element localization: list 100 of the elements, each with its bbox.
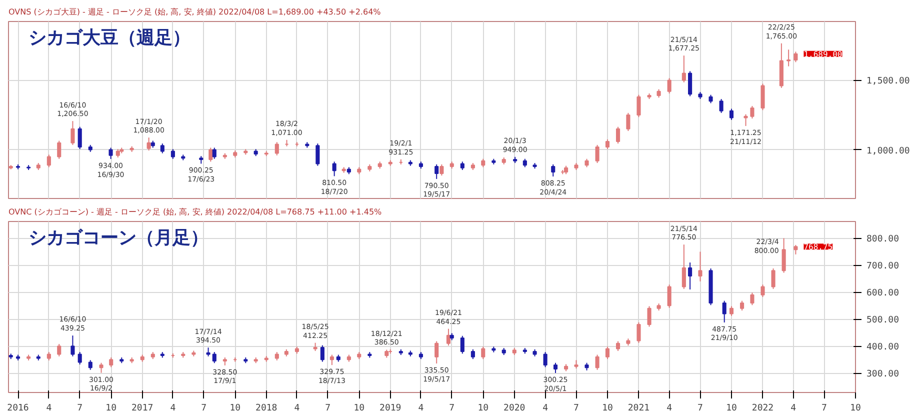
x-tick-label: 10 xyxy=(354,404,365,413)
candlestick xyxy=(460,335,464,354)
candlestick xyxy=(786,49,791,67)
candlestick xyxy=(160,143,164,154)
candlestick xyxy=(70,335,75,357)
x-tick-label: 2018 xyxy=(256,404,278,413)
candlestick xyxy=(595,144,600,164)
candlestick xyxy=(434,340,439,364)
chart-title: シカゴ大豆（週足） xyxy=(28,28,190,48)
x-tick-label: 4 xyxy=(294,404,300,413)
candlestick xyxy=(626,112,630,132)
candlestick xyxy=(446,328,451,346)
candlestick xyxy=(636,322,641,344)
candlestick xyxy=(698,251,702,282)
x-tick-label: 4 xyxy=(46,404,52,413)
x-tick-label: 4 xyxy=(666,404,672,413)
candlestick xyxy=(109,356,114,368)
candlestick xyxy=(744,114,748,126)
x-tick-label: 7 xyxy=(201,404,207,413)
y-tick-label: 700.00 xyxy=(866,262,900,272)
x-tick-label: 2021 xyxy=(628,404,650,413)
candlestick xyxy=(719,98,724,114)
x-tick-label: 4 xyxy=(542,404,548,413)
candlestick xyxy=(760,284,765,298)
candlestick xyxy=(108,147,113,160)
annotation: 1,689.00 xyxy=(804,50,842,59)
candlestick xyxy=(88,360,92,370)
candlestick xyxy=(78,126,82,150)
x-tick-label: 7 xyxy=(698,404,703,413)
x-tick-label: 10 xyxy=(478,404,489,413)
candlestick xyxy=(46,154,51,168)
candlestick xyxy=(760,83,765,111)
x-tick-label: 7 xyxy=(77,404,83,413)
chart-title: シカゴコーン（月足） xyxy=(28,228,208,248)
candlestick xyxy=(636,94,641,118)
candlestick xyxy=(688,70,692,97)
x-tick-label: 10 xyxy=(230,404,241,413)
x-tick-label: 2017 xyxy=(132,404,154,413)
candlestick xyxy=(729,306,734,316)
candlestick xyxy=(330,354,334,366)
candlestick xyxy=(332,161,336,177)
candlestick xyxy=(667,284,672,308)
candlestick xyxy=(794,244,798,255)
candlestick xyxy=(78,352,82,365)
x-tick-label: 2020 xyxy=(504,404,526,413)
candlestick xyxy=(553,362,558,374)
x-tick-label: 10 xyxy=(602,404,613,413)
candlestick xyxy=(212,352,216,364)
candlestick xyxy=(470,348,475,360)
candlestick xyxy=(440,164,444,176)
candlestick xyxy=(212,147,216,160)
candlestick xyxy=(57,140,62,160)
y-tick-label: 500.00 xyxy=(866,316,900,326)
candlestick xyxy=(688,262,692,290)
candlestick xyxy=(146,137,151,151)
candlestick xyxy=(682,55,686,83)
candlestick xyxy=(57,343,62,357)
candlestick xyxy=(605,138,610,150)
candlestick xyxy=(750,105,754,119)
candlestick xyxy=(722,300,726,323)
x-tick-label: 7 xyxy=(449,404,455,413)
y-tick-label: 300.00 xyxy=(866,370,900,380)
candlestick xyxy=(434,164,439,180)
candlestick xyxy=(595,354,600,370)
candlestick xyxy=(616,126,620,144)
x-tick-label: 4 xyxy=(418,404,424,413)
candlestick xyxy=(750,292,754,306)
x-tick-label: 10 xyxy=(106,404,117,413)
y-tick-label: 400.00 xyxy=(866,342,900,353)
chart-subtitle: OVNC (シカゴコーン) - 週足 - ローソク足 (始, 高, 安, 終値) 2022/04/08 L=768.75 +11.00 +1.45% xyxy=(8,208,382,216)
candlestick xyxy=(274,142,279,156)
candlestick xyxy=(605,346,610,360)
candlestick xyxy=(70,120,75,146)
annotation: 768.75 xyxy=(804,242,833,252)
candlestick xyxy=(771,268,776,290)
x-tick-label: 7 xyxy=(325,404,331,413)
y-tick-label: 600.00 xyxy=(866,288,900,299)
candlestick xyxy=(794,51,798,63)
x-tick-label: 10 xyxy=(850,404,861,413)
x-tick-label: 7 xyxy=(574,404,579,413)
x-tick-label: 2016 xyxy=(7,404,29,413)
y-tick-label: 800.00 xyxy=(866,234,900,245)
chart-subtitle: OVNS (シカゴ大豆) - 週足 - ローソク足 (始, 高, 安, 終値) 2022/04/08 L=1,689.00 +43.50 +2.64% xyxy=(8,8,382,16)
candlestick xyxy=(481,346,486,360)
candlestick xyxy=(320,344,324,362)
candlestick xyxy=(99,362,104,374)
candlestick xyxy=(682,244,686,290)
x-tick-label: 7 xyxy=(822,404,827,413)
candlestick xyxy=(551,164,556,177)
candlestick xyxy=(208,147,213,162)
candlestick xyxy=(667,78,672,94)
y-tick-label: 1,500.00 xyxy=(866,76,910,87)
x-tick-label: 2019 xyxy=(380,404,402,413)
candlestick xyxy=(170,148,175,160)
x-tick-label: 10 xyxy=(726,404,737,413)
candlestick xyxy=(647,306,652,328)
candlestick xyxy=(543,352,548,368)
x-tick-label: 4 xyxy=(790,404,796,413)
candlestick xyxy=(616,340,620,352)
candlestick xyxy=(782,238,786,274)
